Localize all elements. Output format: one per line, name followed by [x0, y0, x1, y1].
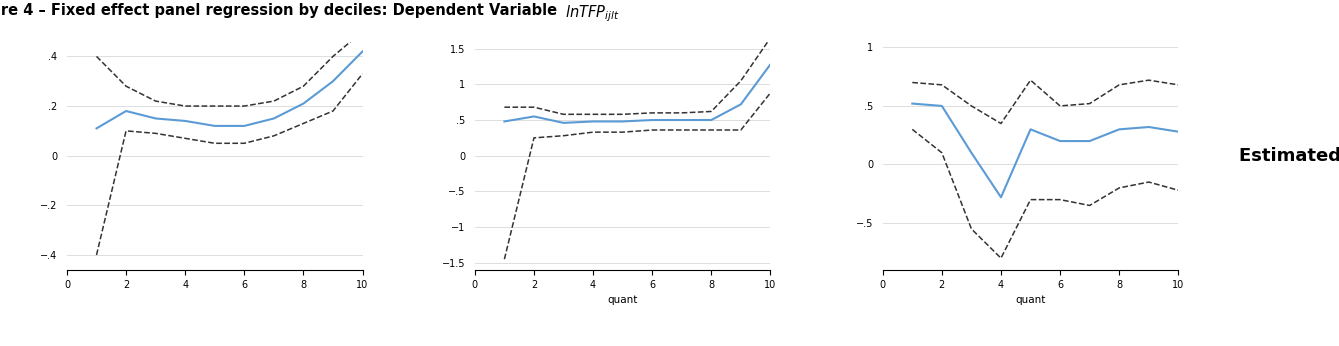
Forward Spillovers [1170, 130, 1186, 134]
Text: Figure 4 – Fixed effect panel regression by deciles: Dependent Variable: Figure 4 – Fixed effect panel regression… [0, 3, 562, 18]
Line: Backward Spillovers: Backward Spillovers [505, 64, 770, 123]
Backward Spillovers [556, 121, 572, 125]
Line: Forward Spillovers: Forward Spillovers [912, 103, 1178, 197]
X-axis label: quant: quant [1015, 295, 1046, 305]
Legend: Horizontal Spillovers: Horizontal Spillovers [151, 345, 279, 346]
Backward Spillovers [615, 119, 631, 124]
Horizontal Spillovers [118, 109, 134, 113]
X-axis label: quant: quant [608, 295, 637, 305]
Forward Spillovers [963, 151, 979, 155]
Backward Spillovers [644, 118, 660, 122]
Horizontal Spillovers [88, 126, 104, 130]
Forward Spillovers [904, 101, 920, 106]
Backward Spillovers [585, 119, 601, 124]
Horizontal Spillovers [177, 119, 193, 123]
Line: Horizontal Spillovers: Horizontal Spillovers [96, 52, 363, 128]
Text: $lnTFP_{ijlt}$: $lnTFP_{ijlt}$ [565, 3, 620, 24]
Backward Spillovers [674, 118, 690, 122]
Forward Spillovers [1052, 139, 1069, 143]
Backward Spillovers [497, 119, 513, 124]
Horizontal Spillovers [296, 101, 312, 106]
Backward Spillovers [703, 118, 719, 122]
Forward Spillovers [1023, 127, 1039, 131]
Backward Spillovers [762, 62, 778, 66]
Forward Spillovers [1111, 127, 1127, 131]
Horizontal Spillovers [355, 49, 371, 54]
Legend: Backward Spillovers: Backward Spillovers [560, 345, 686, 346]
Forward Spillovers [1082, 139, 1098, 143]
Forward Spillovers [933, 104, 949, 108]
Legend: Forward Spillovers: Forward Spillovers [972, 345, 1090, 346]
Forward Spillovers [994, 195, 1010, 199]
Horizontal Spillovers [325, 79, 341, 83]
Forward Spillovers [1141, 125, 1157, 129]
Text: Estimated coef-: Estimated coef- [1239, 147, 1339, 165]
Backward Spillovers [526, 115, 542, 119]
Horizontal Spillovers [147, 116, 163, 120]
Backward Spillovers [732, 102, 749, 107]
Horizontal Spillovers [206, 124, 222, 128]
Horizontal Spillovers [266, 116, 283, 120]
Horizontal Spillovers [236, 124, 252, 128]
